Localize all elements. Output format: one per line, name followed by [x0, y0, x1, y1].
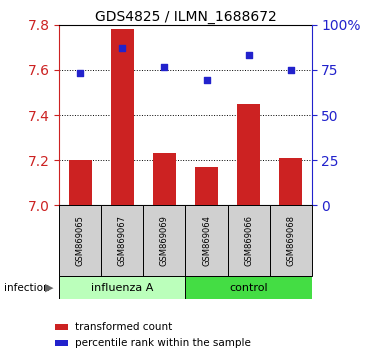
Text: infection: infection: [4, 282, 49, 293]
Bar: [59, 205, 101, 276]
Bar: [270, 205, 312, 276]
Text: GSM869068: GSM869068: [286, 215, 295, 266]
Point: [161, 64, 167, 69]
Bar: [153, 153, 176, 205]
Bar: [101, 205, 144, 276]
Bar: [59, 276, 186, 299]
Bar: [186, 205, 227, 276]
Text: transformed count: transformed count: [75, 322, 173, 332]
Text: ▶: ▶: [45, 282, 53, 293]
Point: [204, 77, 210, 83]
Bar: [237, 104, 260, 205]
Bar: [55, 324, 68, 330]
Text: GSM869067: GSM869067: [118, 215, 127, 266]
Text: GSM869066: GSM869066: [244, 215, 253, 266]
Text: GSM869065: GSM869065: [76, 215, 85, 266]
Bar: [144, 205, 186, 276]
Title: GDS4825 / ILMN_1688672: GDS4825 / ILMN_1688672: [95, 10, 276, 24]
Point: [78, 70, 83, 76]
Text: influenza A: influenza A: [91, 282, 154, 293]
Bar: [227, 205, 270, 276]
Bar: [69, 160, 92, 205]
Bar: [55, 340, 68, 346]
Text: control: control: [229, 282, 268, 293]
Text: percentile rank within the sample: percentile rank within the sample: [75, 338, 251, 348]
Bar: [111, 29, 134, 205]
Bar: [195, 167, 218, 205]
Text: GSM869069: GSM869069: [160, 215, 169, 266]
Text: GSM869064: GSM869064: [202, 215, 211, 266]
Bar: [186, 276, 312, 299]
Point: [119, 46, 125, 51]
Bar: [279, 158, 302, 205]
Point: [246, 52, 252, 58]
Point: [288, 67, 293, 73]
